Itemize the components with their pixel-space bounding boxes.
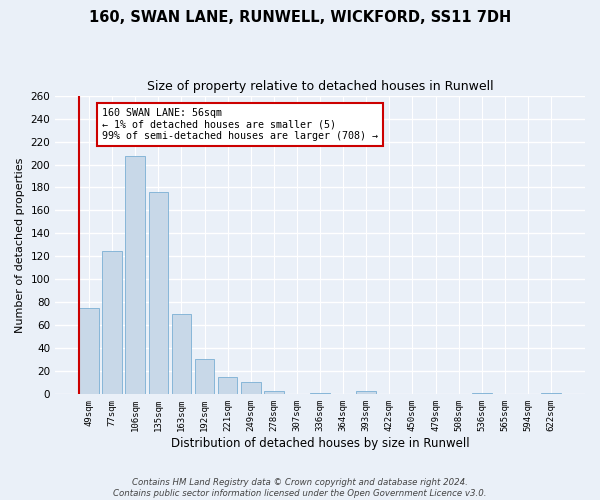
- Y-axis label: Number of detached properties: Number of detached properties: [15, 158, 25, 332]
- Bar: [541, 393, 561, 394]
- Bar: [195, 358, 214, 394]
- Bar: [356, 391, 376, 394]
- Bar: [241, 382, 260, 394]
- Bar: [149, 192, 168, 394]
- Bar: [264, 391, 284, 394]
- Bar: [218, 377, 238, 394]
- Text: Contains HM Land Registry data © Crown copyright and database right 2024.
Contai: Contains HM Land Registry data © Crown c…: [113, 478, 487, 498]
- Text: 160, SWAN LANE, RUNWELL, WICKFORD, SS11 7DH: 160, SWAN LANE, RUNWELL, WICKFORD, SS11 …: [89, 10, 511, 25]
- Bar: [172, 314, 191, 394]
- X-axis label: Distribution of detached houses by size in Runwell: Distribution of detached houses by size …: [171, 437, 469, 450]
- Bar: [472, 393, 491, 394]
- Bar: [79, 308, 99, 394]
- Bar: [125, 156, 145, 394]
- Title: Size of property relative to detached houses in Runwell: Size of property relative to detached ho…: [147, 80, 493, 93]
- Text: 160 SWAN LANE: 56sqm
← 1% of detached houses are smaller (5)
99% of semi-detache: 160 SWAN LANE: 56sqm ← 1% of detached ho…: [102, 108, 378, 142]
- Bar: [310, 393, 330, 394]
- Bar: [103, 250, 122, 394]
